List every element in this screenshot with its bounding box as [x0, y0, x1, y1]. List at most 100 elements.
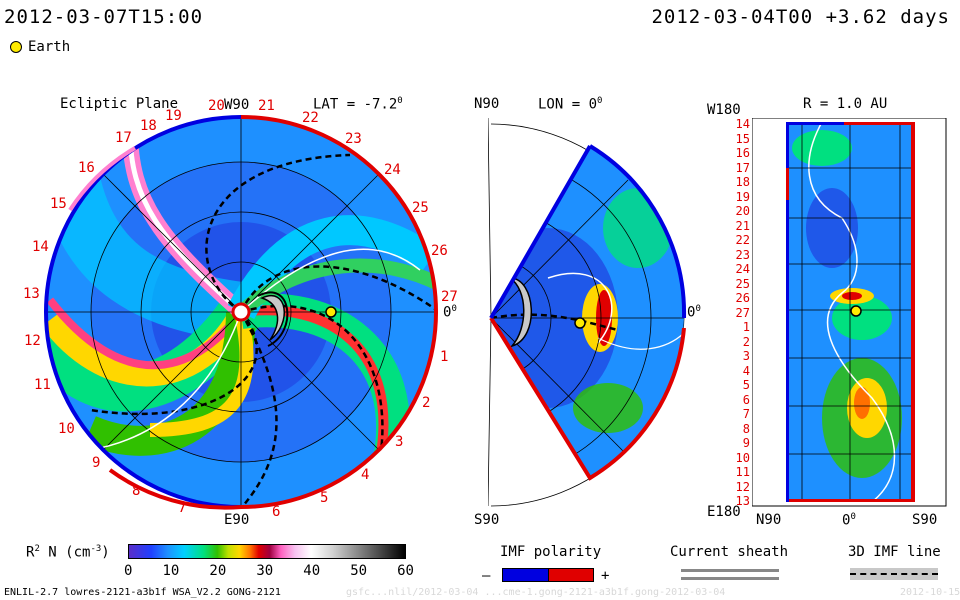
- meridional-lon-label: LON = 00: [538, 96, 603, 113]
- ring-number: 9: [92, 455, 101, 471]
- radial-plot: [752, 118, 947, 507]
- sun-marker: [231, 302, 251, 322]
- ecliptic-bottom-label: E90: [224, 512, 250, 528]
- radial-row-label: 13: [735, 494, 750, 508]
- radial-top-left-label: W180: [707, 102, 741, 118]
- polarity-rim-positive: [240, 115, 439, 509]
- colorbar-tick: 40: [303, 563, 321, 579]
- ring-number: 21: [258, 98, 275, 114]
- radial-row-label: 11: [735, 465, 750, 479]
- cme-shell: [259, 295, 285, 341]
- radial-row-label: 21: [735, 218, 750, 233]
- ring-number: 4: [361, 467, 370, 483]
- radial-row-label: 9: [742, 436, 750, 450]
- radial-row-label: 18: [735, 175, 750, 189]
- radial-row-label: 19: [735, 189, 750, 204]
- ring-number: 12: [24, 333, 41, 349]
- radial-row-label: 2: [742, 334, 750, 349]
- radial-row-label: 22: [735, 233, 750, 247]
- ecliptic-top-label: W90: [224, 97, 250, 113]
- density-colorbar: [128, 544, 406, 559]
- radial-x-label-s90: S90: [912, 512, 938, 528]
- radial-row-label: 20: [735, 204, 750, 218]
- ring-number: 5: [320, 490, 329, 506]
- radial-row-label: 7: [742, 407, 750, 421]
- ring-number: 3: [395, 434, 404, 450]
- radial-row-labels: 14 15 16 17 18 19 20 21 22 23 24 25 26 27 1 2 3 4 5 6 7 8 9 10 1…: [728, 118, 750, 508]
- ring-number: 2: [422, 395, 431, 411]
- ring-number: 15: [50, 196, 67, 212]
- radial-x-label-0: 00: [842, 512, 856, 529]
- radial-row-label: 10: [735, 450, 750, 465]
- meridional-plot: [488, 118, 687, 507]
- polarity-rim-negative: [43, 115, 242, 509]
- radial-row-label: 14: [735, 117, 750, 131]
- colorbar-tick: 20: [209, 563, 227, 579]
- meridional-cme-shell: [507, 277, 533, 348]
- colorbar-ticks: 0 10 20 30 40 50 60: [124, 563, 414, 579]
- imf-polarity-positive-swatch: [548, 568, 594, 582]
- ring-number: 27: [441, 289, 458, 305]
- radial-row-label: 6: [742, 392, 750, 407]
- earth-marker: [325, 306, 337, 318]
- ring-number: 11: [34, 377, 51, 393]
- radial-row-label: 24: [735, 262, 750, 276]
- radial-row-label: 23: [735, 247, 750, 262]
- meridional-top-label: N90: [474, 96, 500, 112]
- radial-bottom-left-label: E180: [707, 504, 741, 520]
- imf-polarity-plus: +: [601, 568, 610, 584]
- ring-number: 6: [272, 504, 281, 520]
- radial-row-label: 15: [735, 131, 750, 146]
- imf-polarity-title: IMF polarity: [500, 544, 602, 560]
- ring-number: 23: [345, 131, 362, 147]
- run-info: 2012-03-04T00 +3.62 days: [651, 6, 950, 28]
- ecliptic-right-label: 00: [443, 304, 457, 321]
- current-sheath-title: Current sheath: [670, 544, 789, 560]
- ecliptic-title: Ecliptic Plane: [60, 96, 179, 112]
- imf-polarity-minus: –: [482, 568, 491, 584]
- ecliptic-plane-plot: [43, 115, 439, 510]
- ring-number: 26: [431, 243, 448, 259]
- radial-row-label: 17: [735, 160, 750, 175]
- imf-line-title: 3D IMF line: [848, 544, 941, 560]
- ring-number: 16: [78, 160, 95, 176]
- radial-row-label: 16: [735, 146, 750, 160]
- ring-number: 10: [58, 421, 75, 437]
- colorbar-tick: 10: [162, 563, 180, 579]
- model-info: ENLIL-2.7 lowres-2121-a3b1f WSA_V2.2 GON…: [4, 587, 281, 598]
- ring-number: 20: [208, 98, 225, 114]
- radial-row-label: 5: [742, 378, 750, 392]
- ring-number: 13: [23, 286, 40, 302]
- version-date: 2012-10-15: [900, 587, 960, 598]
- colorbar-tick: 60: [397, 563, 414, 579]
- radial-row-label: 25: [735, 276, 750, 291]
- radial-earth-marker: [850, 305, 862, 317]
- ecliptic-lat-label: LAT = -7.20: [313, 96, 403, 113]
- ring-number: 19: [165, 108, 182, 124]
- earth-legend-icon: [10, 41, 22, 53]
- radial-row-label: 4: [742, 363, 750, 378]
- imf-polarity-negative-swatch: [502, 568, 550, 582]
- ring-number: 25: [412, 200, 429, 216]
- radial-row-label: 1: [742, 320, 750, 334]
- meridional-earth-marker: [574, 317, 586, 329]
- simulation-time: 2012-03-07T15:00: [4, 6, 204, 28]
- radial-x-label-n90: N90: [756, 512, 782, 528]
- colorbar-tick: 30: [256, 563, 274, 579]
- ring-number: 1: [440, 349, 449, 365]
- radial-row-label: 3: [742, 349, 750, 363]
- radial-row-label: 26: [735, 291, 750, 305]
- radial-title: R = 1.0 AU: [803, 96, 888, 112]
- colorbar-tick: 50: [350, 563, 368, 579]
- earth-legend: Earth: [10, 39, 70, 55]
- earth-legend-label: Earth: [28, 39, 71, 55]
- radial-row-label: 27: [735, 305, 750, 320]
- radial-row-label: 8: [742, 421, 750, 436]
- ring-number: 22: [302, 110, 319, 126]
- file-path: gsfc...nlil/2012-03-04 ...cme-1.gong-212…: [346, 587, 726, 598]
- colorbar-label: R2 N (cm-3): [26, 544, 110, 561]
- ring-number: 8: [132, 483, 141, 499]
- meridional-bottom-label: S90: [474, 512, 500, 528]
- ring-number: 18: [140, 118, 157, 134]
- current-sheath-swatch: [681, 569, 779, 572]
